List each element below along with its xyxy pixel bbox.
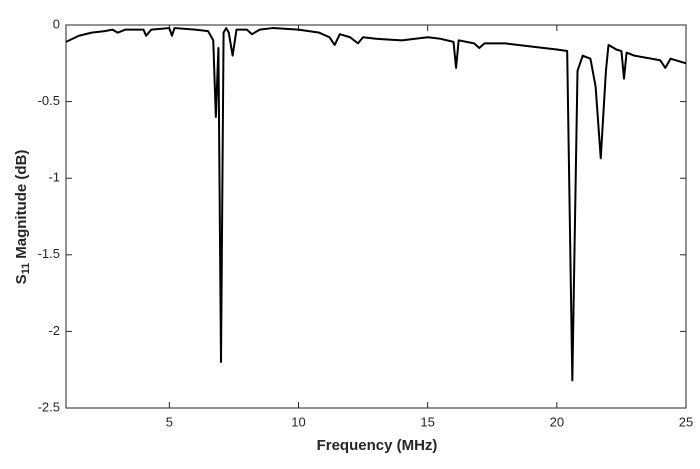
plot-area [65, 24, 687, 409]
x-axis-label: Frequency (MHz) [317, 437, 438, 454]
y-label-symbol: S [13, 274, 30, 284]
x-tick-label: 25 [679, 414, 693, 429]
y-label-subscript: 11 [20, 263, 32, 275]
data-line [65, 27, 687, 382]
y-tick-label: -1.5 [38, 246, 60, 261]
y-tick-label: -0.5 [38, 93, 60, 108]
x-tick-label: 5 [166, 414, 173, 429]
y-tick-label: -2 [48, 323, 60, 338]
x-tick-label: 20 [550, 414, 564, 429]
x-tick-label: 10 [291, 414, 305, 429]
y-tick-label: 0 [53, 16, 60, 31]
y-axis-label: S11 Magnitude (dB) [13, 150, 32, 285]
x-tick-label: 15 [420, 414, 434, 429]
y-tick-label: -2.5 [38, 399, 60, 414]
y-label-text: Magnitude (dB) [13, 150, 30, 259]
y-tick-label: -1 [48, 170, 60, 185]
